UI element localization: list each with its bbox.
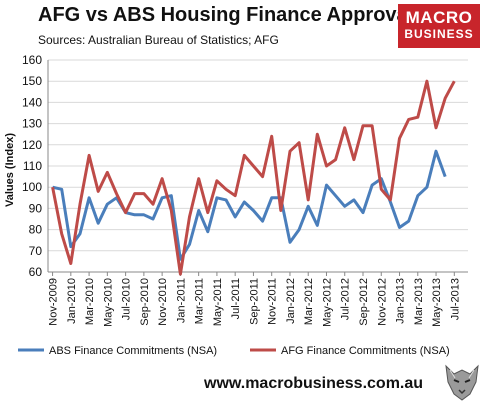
x-tick-label: Jan-2013	[395, 278, 407, 324]
x-tick-label: Sep-2010	[139, 278, 151, 326]
y-axis-label: Values (Index)	[4, 133, 16, 207]
y-tick-label: 80	[29, 223, 43, 237]
footer-url[interactable]: www.macrobusiness.com.au	[204, 375, 424, 392]
x-tick-label: Jan-2010	[66, 278, 78, 324]
chart-subtitle: Sources: Australian Bureau of Statistics…	[38, 33, 279, 47]
chart-grid	[47, 59, 468, 273]
chart-legend: ABS Finance Commitments (NSA) AFG Finance…	[18, 345, 450, 357]
legend-label-1: AFG Finance Commitments (NSA)	[281, 345, 450, 357]
x-tick-label: Mar-2010	[84, 278, 96, 325]
x-tick-label: Mar-2013	[413, 278, 425, 325]
series-line-0	[52, 149, 447, 261]
x-tick-label: Nov-2012	[376, 278, 388, 326]
x-tick-label: Nov-2010	[157, 278, 169, 326]
legend-label-0: ABS Finance Commitments (NSA)	[49, 345, 217, 357]
x-tick-label: Jan-2011	[175, 278, 187, 323]
macrobusiness-logo: MACRO BUSINESS	[398, 4, 480, 48]
x-tick-label: Jan-2012	[285, 278, 297, 324]
chart-series	[51, 79, 456, 276]
y-axis: 60 70 80 90 100 110 120 130 140 150 160	[22, 53, 42, 279]
y-tick-label: 120	[22, 138, 42, 152]
y-tick-label: 160	[22, 53, 42, 67]
series-line-1	[51, 79, 456, 276]
x-tick-label: Mar-2012	[303, 278, 315, 325]
x-tick-label: May-2013	[431, 278, 443, 327]
x-tick-label: May-2012	[321, 278, 333, 327]
x-tick-label: May-2010	[102, 278, 114, 327]
y-tick-label: 60	[29, 265, 43, 279]
chart-title: AFG vs ABS Housing Finance Approvals	[38, 4, 425, 26]
y-tick-label: 90	[29, 201, 43, 215]
x-tick-label: Sep-2012	[358, 278, 370, 326]
y-tick-label: 150	[22, 74, 42, 88]
y-tick-label: 110	[23, 159, 42, 173]
brand-line-1: MACRO	[405, 8, 473, 27]
x-tick-label: Nov-2009	[48, 278, 60, 326]
brand-line-2: BUSINESS	[404, 27, 474, 41]
y-tick-label: 140	[22, 95, 42, 109]
x-tick-label: Jul-2011	[230, 278, 242, 319]
x-tick-label: Sep-2011	[248, 278, 260, 325]
y-tick-label: 100	[22, 180, 42, 194]
y-tick-label: 70	[29, 244, 43, 258]
y-tick-label: 130	[22, 117, 42, 131]
x-tick-label: Mar-2011	[194, 278, 206, 324]
x-tick-label: Jul-2010	[121, 278, 133, 320]
x-axis: Nov-2009 Jan-2010 Mar-2010 May-2010 Jul-2010…	[48, 272, 461, 327]
x-tick-label: Nov-2011	[267, 278, 279, 325]
wolf-head-icon	[445, 364, 479, 401]
line-chart: 60 70 80 90 100 110 120 130 140 150 160 Nov-2009 Ja…	[4, 53, 468, 357]
x-tick-label: May-2011	[212, 278, 224, 326]
x-tick-label: Jul-2012	[340, 278, 352, 320]
x-tick-label: Jul-2013	[449, 278, 461, 320]
